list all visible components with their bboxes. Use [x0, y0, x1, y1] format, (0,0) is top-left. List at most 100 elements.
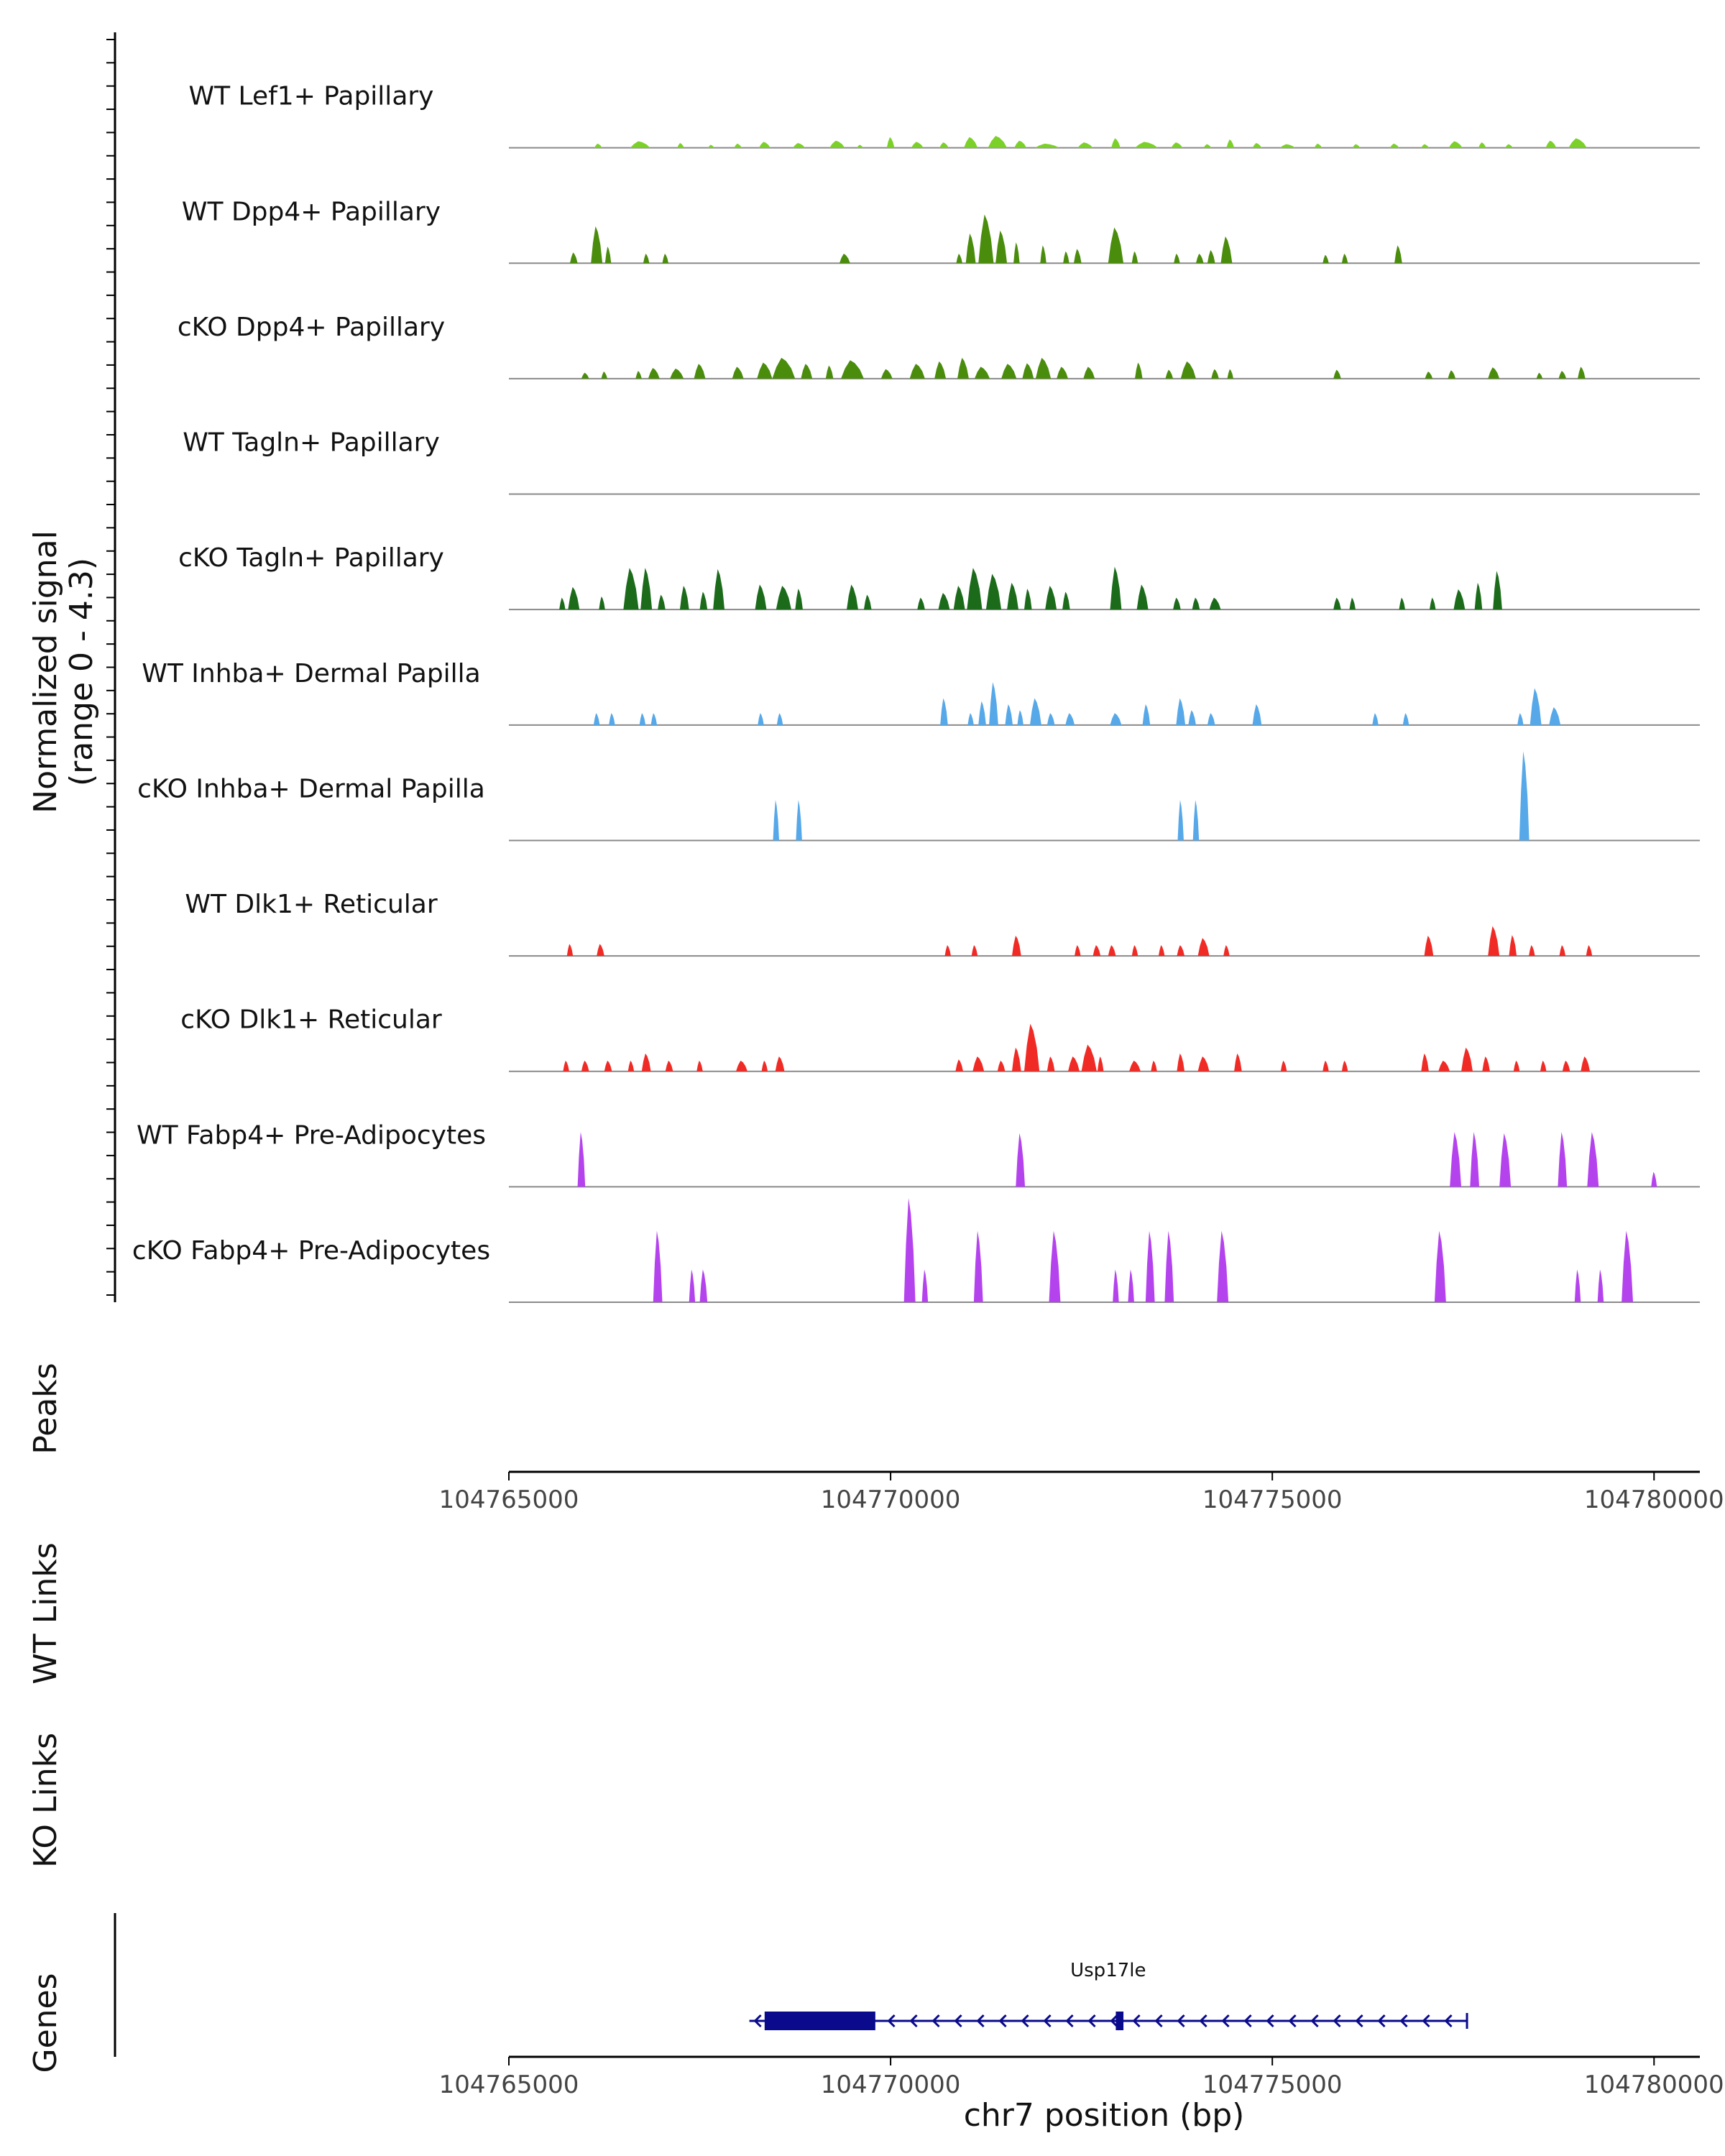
track-label: WT Dlk1+ Reticular	[185, 890, 437, 919]
genes-x-tick-label: 104775000	[1202, 2070, 1343, 2099]
strand-arrow	[1355, 2014, 1363, 2028]
coverage-peak	[1134, 362, 1143, 379]
coverage-peak	[1077, 142, 1093, 148]
coverage-peak	[1372, 713, 1379, 725]
track: WT Dpp4+ Papillary	[182, 197, 1700, 264]
coverage-peak	[917, 597, 925, 610]
coverage-peak	[581, 372, 589, 379]
coverage-peak	[734, 143, 742, 148]
coverage-peak	[1421, 144, 1429, 148]
coverage-peak	[776, 586, 792, 610]
coverage-peak	[1530, 688, 1542, 725]
coverage-peak	[1062, 591, 1070, 610]
coverage-peak	[967, 568, 983, 610]
coverage-peak	[1029, 698, 1041, 725]
peaks-x-ticks: 104765000 104770000 104775000 104780000	[439, 1472, 1724, 1514]
genes-x-ticks: 104765000 104770000 104775000 104780000	[439, 2057, 1724, 2099]
coverage-peak	[1562, 1060, 1570, 1072]
coverage-peak	[1540, 1060, 1547, 1072]
coverage-peak	[1519, 751, 1530, 841]
coverage-peak	[568, 586, 580, 610]
coverage-peak	[1549, 706, 1561, 725]
genes-x-tick-label: 104765000	[439, 2070, 579, 2099]
coverage-peak	[911, 142, 924, 148]
coverage-peak	[974, 367, 990, 379]
signal-ylabel-line1: Normalized signal	[27, 530, 64, 814]
coverage-peak	[1203, 144, 1212, 148]
coverage-peak	[662, 254, 668, 264]
coverage-peak	[1207, 713, 1215, 725]
coverage-peak	[1045, 586, 1057, 610]
coverage-peak	[604, 247, 612, 264]
strand-arrow	[1065, 2014, 1074, 2028]
coverage-peak	[863, 594, 872, 610]
coverage-peak	[604, 1060, 612, 1072]
coverage-peak	[1341, 1060, 1348, 1072]
strand-arrow	[1087, 2014, 1096, 2028]
track: WT Fabp4+ Pre-Adipocytes	[137, 1120, 1700, 1188]
coverage-peak	[1129, 1060, 1141, 1072]
coverage-peak	[1131, 945, 1138, 957]
coverage-peak	[953, 586, 965, 610]
coverage-peak	[1192, 597, 1200, 610]
coverage-peak	[1017, 710, 1024, 725]
strand-arrow	[1288, 2014, 1297, 2028]
coverage-peak	[761, 1060, 768, 1072]
coverage-peak	[1434, 1230, 1446, 1302]
coverage-peak	[559, 597, 566, 610]
coverage-peak	[1651, 1171, 1657, 1187]
gene-exon	[764, 2012, 875, 2030]
coverage-peak	[772, 357, 796, 379]
coverage-peak	[1220, 236, 1233, 264]
coverage-peak	[1226, 139, 1235, 148]
coverage-peak	[1057, 367, 1069, 379]
coverage-peak	[1333, 597, 1341, 610]
track-label: cKO Dpp4+ Papillary	[178, 313, 445, 342]
coverage-peak	[1013, 242, 1020, 264]
coverage-peak	[1314, 143, 1322, 148]
coverage-peak	[1322, 254, 1329, 264]
coverage-peak	[944, 945, 952, 957]
coverage-peak	[921, 1269, 929, 1302]
coverage-peak	[775, 1056, 785, 1072]
coverage-peak	[1402, 713, 1409, 725]
coverage-peak	[735, 1060, 748, 1072]
ko-links-section-label: KO Links	[27, 1733, 64, 1868]
coverage-peak	[1470, 1132, 1480, 1187]
coverage-peak	[796, 800, 802, 841]
coverage-peak	[1448, 370, 1456, 379]
track-label: WT Fabp4+ Pre-Adipocytes	[137, 1120, 486, 1150]
coverage-peak	[1164, 1230, 1174, 1302]
coverage-peak	[708, 144, 714, 148]
coverage-peak	[1536, 372, 1543, 379]
coverage-peak	[956, 254, 962, 264]
coverage-peak	[1558, 1132, 1568, 1187]
track: cKO Inhba+ Dermal Papilla	[137, 751, 1700, 842]
coverage-peak	[635, 371, 642, 379]
strand-arrow	[954, 2014, 962, 2028]
coverage-peak	[1227, 369, 1234, 379]
coverage-peak	[641, 1053, 651, 1072]
coverage-peak	[1399, 597, 1405, 610]
coverage-peak	[1252, 704, 1262, 725]
coverage-peak	[1425, 371, 1433, 379]
coverage-peak	[1074, 249, 1082, 264]
coverage-peak	[773, 800, 780, 841]
coverage-peak	[689, 1269, 696, 1302]
coverage-peak	[1142, 704, 1151, 725]
coverage-peak	[825, 365, 834, 379]
track-label: WT Lef1+ Papillary	[189, 82, 434, 111]
coverage-peak	[658, 594, 666, 610]
coverage-peak	[939, 142, 949, 148]
coverage-peak	[1165, 369, 1174, 379]
gene-track: Usp17le	[749, 1960, 1468, 2030]
coverage-peak	[1075, 945, 1081, 957]
strand-arrow	[1266, 2014, 1274, 2028]
coverage-peak	[1108, 945, 1116, 957]
strand-arrow	[1132, 2014, 1141, 2028]
coverage-peak	[940, 698, 948, 725]
coverage-peak	[1195, 254, 1204, 264]
coverage-peak	[1151, 1060, 1157, 1072]
coverage-peak	[696, 1060, 703, 1072]
peaks-x-tick-label: 104765000	[439, 1485, 579, 1514]
